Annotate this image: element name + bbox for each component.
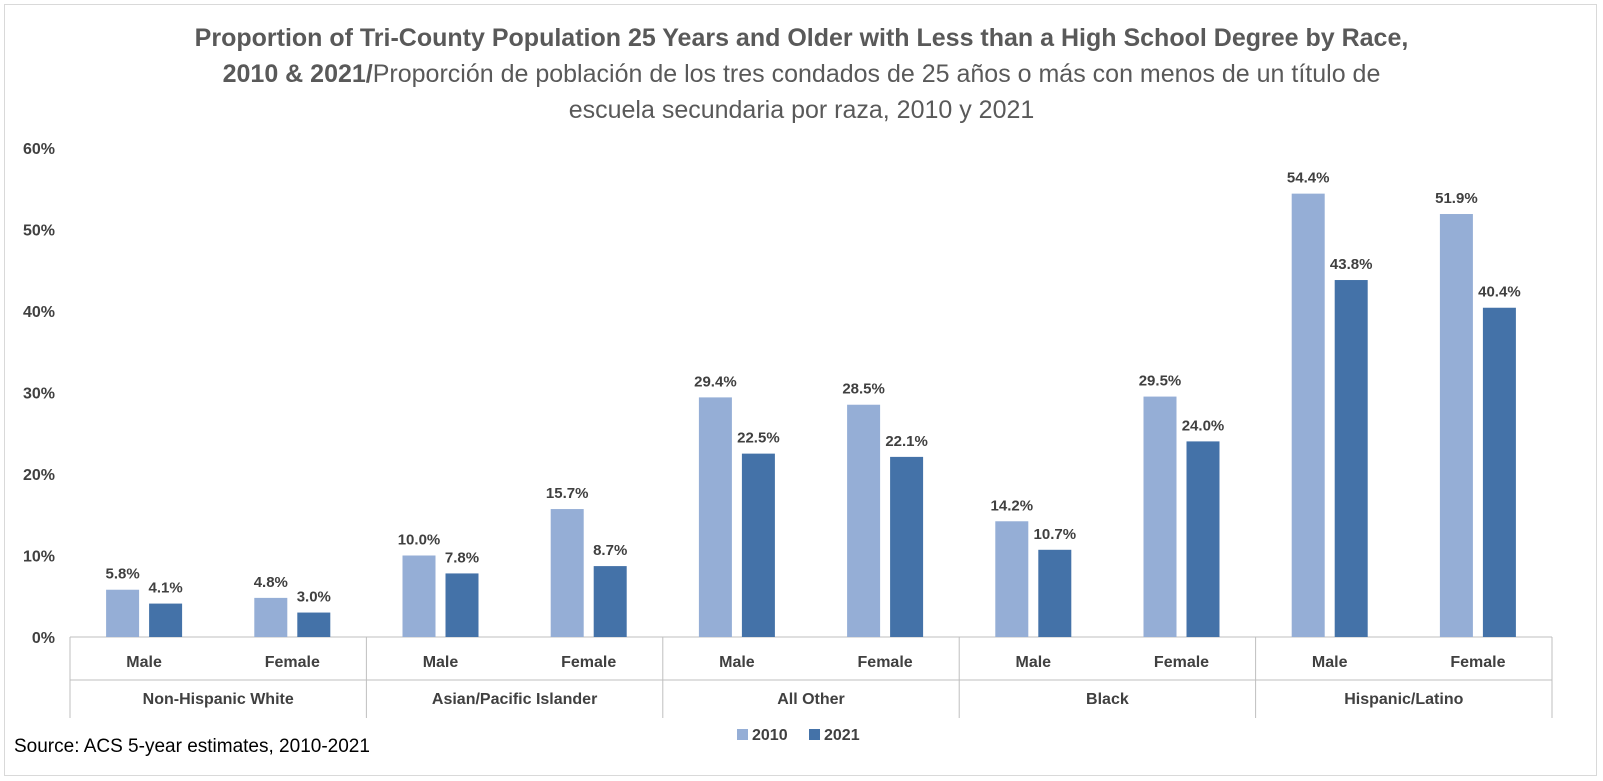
data-label: 3.0% <box>297 589 331 606</box>
chart-frame <box>4 4 1597 776</box>
group-label: Black <box>1086 691 1129 708</box>
y-tick-label: 40% <box>23 304 55 321</box>
group-label: All Other <box>777 691 845 708</box>
bar-2021 <box>890 456 924 637</box>
category-label: Male <box>1016 654 1052 671</box>
data-label: 22.5% <box>737 430 780 447</box>
data-label: 43.8% <box>1330 256 1373 273</box>
bar-2010 <box>1439 214 1473 637</box>
title-line-2-bold: 2010 & 2021/ <box>222 60 373 88</box>
data-label: 29.5% <box>1139 373 1182 390</box>
legend-swatch-2010 <box>737 729 748 740</box>
bar-2010 <box>1143 396 1177 637</box>
y-tick-label: 20% <box>23 467 55 484</box>
y-tick-label: 0% <box>32 630 55 647</box>
y-tick-label: 60% <box>23 141 55 158</box>
data-label: 51.9% <box>1435 190 1478 207</box>
data-label: 15.7% <box>546 485 589 502</box>
data-label: 5.8% <box>105 566 139 583</box>
category-label: Male <box>719 654 755 671</box>
title-line-2-rest: Proporción de población de los tres cond… <box>372 60 1381 88</box>
bar-2021 <box>741 453 775 637</box>
bar-2010 <box>698 397 732 637</box>
bar-2010 <box>402 555 436 637</box>
source-note: Source: ACS 5-year estimates, 2010-2021 <box>14 736 370 757</box>
category-label: Female <box>1154 654 1209 671</box>
bar-2010 <box>847 404 881 637</box>
bar-2010 <box>106 589 140 637</box>
data-label: 29.4% <box>694 373 737 390</box>
bar-2010 <box>995 521 1029 637</box>
legend-label: 2021 <box>824 727 860 744</box>
y-tick-label: 10% <box>23 549 55 566</box>
bar-2021 <box>1334 280 1368 637</box>
y-tick-label: 30% <box>23 386 55 403</box>
category-label: Male <box>423 654 459 671</box>
chart-title: Proportion of Tri-County Population 25 Y… <box>0 20 1603 128</box>
group-label: Asian/Pacific Islander <box>432 691 597 708</box>
bar-2021 <box>445 573 479 637</box>
data-label: 40.4% <box>1478 284 1521 301</box>
data-label: 22.1% <box>885 433 928 450</box>
data-label: 8.7% <box>593 542 627 559</box>
category-label: Male <box>1312 654 1348 671</box>
data-label: 10.7% <box>1034 526 1077 543</box>
data-label: 24.0% <box>1182 417 1225 434</box>
category-label: Female <box>265 654 320 671</box>
title-line-3: escuela secundaria por raza, 2010 y 2021 <box>568 96 1035 124</box>
bar-2021 <box>593 566 627 637</box>
y-tick-label: 50% <box>23 223 55 240</box>
legend-label: 2010 <box>752 727 788 744</box>
data-label: 28.5% <box>842 381 885 398</box>
data-label: 14.2% <box>991 497 1034 514</box>
data-label: 10.0% <box>398 532 441 549</box>
bar-2010 <box>254 597 288 637</box>
bar-2021 <box>149 603 183 637</box>
bar-2021 <box>1038 549 1072 637</box>
bar-2010 <box>1291 193 1325 637</box>
group-label: Non-Hispanic White <box>143 691 294 708</box>
category-label: Female <box>858 654 913 671</box>
data-label: 4.1% <box>148 580 182 597</box>
category-label: Female <box>1450 654 1505 671</box>
bar-2021 <box>1186 441 1220 637</box>
bar-2021 <box>1482 307 1516 637</box>
category-label: Female <box>561 654 616 671</box>
bar-2010 <box>550 509 584 637</box>
data-label: 7.8% <box>445 549 479 566</box>
data-label: 54.4% <box>1287 170 1330 187</box>
legend-swatch-2021 <box>809 729 820 740</box>
group-label: Hispanic/Latino <box>1344 691 1463 708</box>
category-label: Male <box>126 654 162 671</box>
bar-2021 <box>297 612 331 637</box>
title-line-1: Proportion of Tri-County Population 25 Y… <box>194 24 1409 52</box>
data-label: 4.8% <box>254 574 288 591</box>
